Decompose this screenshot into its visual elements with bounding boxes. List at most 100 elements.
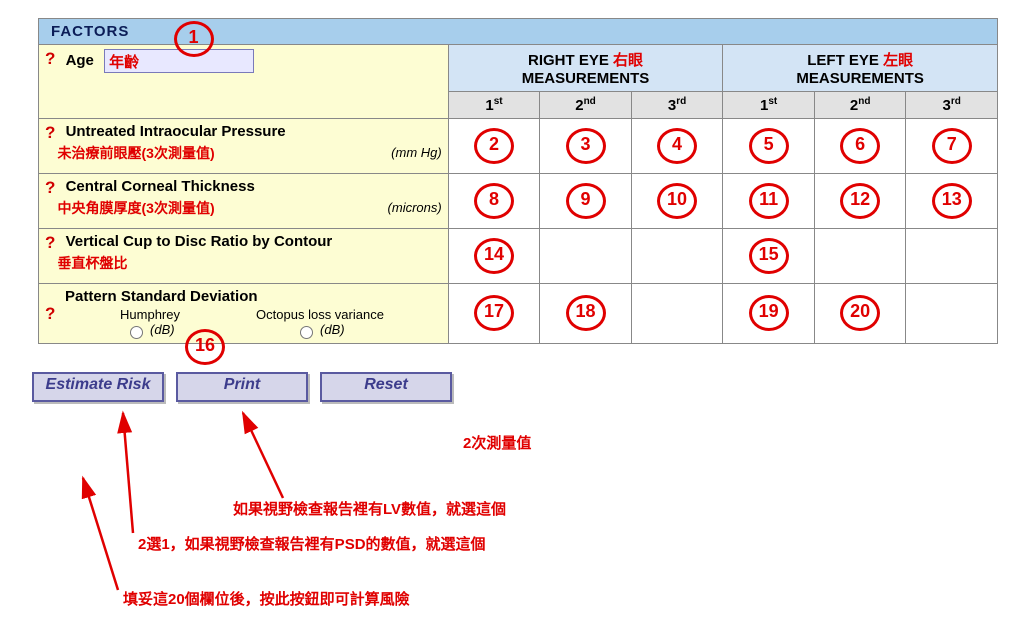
annot-circle-18: 18 [566, 295, 606, 331]
cct-l1-input[interactable]: 11 [723, 174, 815, 229]
row-vcdr-label: ? Vertical Cup to Disc Ratio by Contour … [39, 229, 449, 284]
iop-unit: (mm Hg) [391, 145, 442, 160]
psd-opt2-label: Octopus loss variance [256, 307, 384, 322]
annot-circle-6: 6 [840, 128, 880, 164]
psd-opt2-unit: (dB) [320, 322, 345, 337]
psd-octopus-radio[interactable] [300, 326, 313, 339]
help-icon[interactable]: ? [45, 123, 61, 142]
annot-circle-12: 12 [840, 183, 880, 219]
iop-r2-input[interactable]: 3 [540, 119, 632, 174]
print-button[interactable]: Print [176, 372, 308, 402]
annot-circle-11: 11 [749, 183, 789, 219]
row-psd-label: ? Pattern Standard Deviation Humphrey (d… [39, 284, 449, 344]
annot-lv: 如果視野檢查報告裡有LV數值，就選這個 [233, 498, 506, 519]
psd-opt1-unit: (dB) [150, 322, 175, 337]
annot-psd: 2選1，如果視野檢查報告裡有PSD的數值，就選這個 [138, 533, 486, 554]
row-iop-label: ? Untreated Intraocular Pressure 未治療前眼壓(… [39, 119, 449, 174]
col-l2: 2nd [814, 92, 906, 119]
right-eye-sub: MEASUREMENTS [522, 70, 650, 87]
left-eye-label: LEFT EYE [807, 52, 879, 69]
iop-title: Untreated Intraocular Pressure [66, 123, 286, 140]
annot-circle-8: 8 [474, 183, 514, 219]
estimate-risk-button[interactable]: Estimate Risk [32, 372, 164, 402]
annot-circle-1: 1 [174, 21, 214, 57]
col-r1: 1st [448, 92, 540, 119]
cct-cn-extra: (3次測量值) [142, 200, 215, 216]
col-l1: 1st [723, 92, 815, 119]
help-icon[interactable]: ? [45, 304, 61, 324]
button-row: Estimate Risk Print Reset [32, 372, 1018, 402]
age-cell: ? Age [39, 45, 449, 119]
iop-cn-extra: (3次測量值) [142, 145, 215, 161]
annot-circle-16: 16 [185, 329, 225, 365]
left-eye-sub: MEASUREMENTS [796, 70, 924, 87]
psd-r2-input[interactable]: 18 [540, 284, 632, 344]
annot-circle-2: 2 [474, 128, 514, 164]
vcdr-l2 [814, 229, 906, 284]
iop-l2-input[interactable]: 6 [814, 119, 906, 174]
form-container: FACTORS 1 ? Age RIGHT EYE 右眼 MEASUREMENT… [18, 18, 1018, 402]
cct-r1-input[interactable]: 8 [448, 174, 540, 229]
reset-button[interactable]: Reset [320, 372, 452, 402]
vcdr-r3 [631, 229, 723, 284]
cct-l3-input[interactable]: 13 [906, 174, 998, 229]
annot-circle-9: 9 [566, 183, 606, 219]
vcdr-l1-input[interactable]: 15 [723, 229, 815, 284]
col-l3: 3rd [906, 92, 998, 119]
col-r3: 3rd [631, 92, 723, 119]
psd-l1-input[interactable]: 19 [723, 284, 815, 344]
annot-fill: 填妥這20個欄位後，按此按鈕即可計算風險 [123, 588, 410, 609]
vcdr-title: Vertical Cup to Disc Ratio by Contour [66, 233, 333, 250]
annot-circle-17: 17 [474, 295, 514, 331]
vcdr-r2 [540, 229, 632, 284]
psd-l2-input[interactable]: 20 [814, 284, 906, 344]
annot-circle-20: 20 [840, 295, 880, 331]
annot-circle-10: 10 [657, 183, 697, 219]
age-input[interactable] [104, 49, 254, 73]
right-eye-label: RIGHT EYE [528, 52, 609, 69]
psd-r3 [631, 284, 723, 344]
annot-circle-14: 14 [474, 238, 514, 274]
cct-l2-input[interactable]: 12 [814, 174, 906, 229]
iop-r3-input[interactable]: 4 [631, 119, 723, 174]
age-label: Age [66, 52, 94, 69]
vcdr-l3 [906, 229, 998, 284]
col-r2: 2nd [540, 92, 632, 119]
psd-octopus-col: Octopus loss variance (dB) [235, 307, 405, 339]
cct-cn: 中央角膜厚度 [58, 200, 142, 216]
iop-cn: 未治療前眼壓 [58, 145, 142, 161]
right-eye-cn: 右眼 [613, 52, 643, 69]
iop-l1-input[interactable]: 5 [723, 119, 815, 174]
psd-title: Pattern Standard Deviation [65, 288, 258, 305]
vcdr-r1-input[interactable]: 14 [448, 229, 540, 284]
cct-title: Central Corneal Thickness [66, 178, 255, 195]
factors-header: FACTORS 1 [39, 19, 998, 45]
iop-r1-input[interactable]: 2 [448, 119, 540, 174]
psd-r1-input[interactable]: 17 [448, 284, 540, 344]
row-cct-label: ? Central Corneal Thickness 中央角膜厚度(3次測量值… [39, 174, 449, 229]
annot-circle-5: 5 [749, 128, 789, 164]
annot-2meas: 2次測量值 [463, 432, 531, 453]
iop-l3-input[interactable]: 7 [906, 119, 998, 174]
cct-r3-input[interactable]: 10 [631, 174, 723, 229]
left-eye-header: LEFT EYE 左眼 MEASUREMENTS [723, 45, 998, 92]
annot-circle-19: 19 [749, 295, 789, 331]
annot-circle-15: 15 [749, 238, 789, 274]
psd-l3 [906, 284, 998, 344]
help-icon[interactable]: ? [45, 178, 61, 197]
psd-opt1-label: Humphrey [120, 307, 180, 322]
vcdr-cn: 垂直杯盤比 [58, 255, 128, 271]
header-title: FACTORS [51, 23, 129, 40]
help-icon[interactable]: ? [45, 233, 61, 252]
annot-circle-4: 4 [657, 128, 697, 164]
right-eye-header: RIGHT EYE 右眼 MEASUREMENTS [448, 45, 723, 92]
help-icon[interactable]: ? [45, 49, 61, 68]
cct-unit: (microns) [388, 200, 442, 215]
psd-radio-row: Humphrey (dB) Octopus loss variance (dB)… [65, 307, 442, 339]
psd-humphrey-radio[interactable] [130, 326, 143, 339]
left-eye-cn: 左眼 [883, 52, 913, 69]
annot-circle-13: 13 [932, 183, 972, 219]
annot-circle-3: 3 [566, 128, 606, 164]
cct-r2-input[interactable]: 9 [540, 174, 632, 229]
factors-table: FACTORS 1 ? Age RIGHT EYE 右眼 MEASUREMENT… [38, 18, 998, 344]
